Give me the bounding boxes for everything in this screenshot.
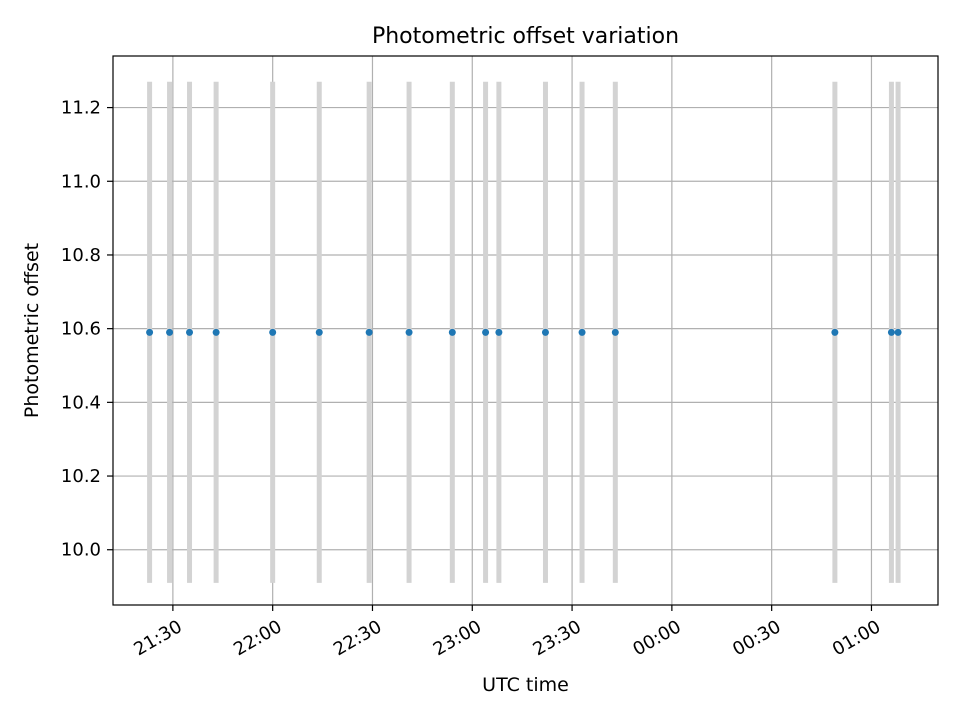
chart-title: Photometric offset variation (372, 24, 679, 49)
error-bars (147, 81, 901, 583)
data-point (887, 328, 895, 336)
data-point (315, 328, 323, 336)
data-point (166, 328, 174, 336)
plot-frame (112, 55, 939, 606)
x-tick-label: 00:00 (629, 616, 684, 660)
y-tick-label: 11.0 (61, 171, 101, 192)
data-point (405, 328, 413, 336)
y-axis-title: Photometric offset (21, 243, 43, 418)
x-tick-label: 23:30 (530, 616, 585, 660)
data-point (269, 328, 277, 336)
data-point (448, 328, 456, 336)
data-point (212, 328, 220, 336)
x-tick-label: 22:30 (330, 616, 385, 660)
data-point (365, 328, 373, 336)
data-point (482, 328, 490, 336)
y-tick-label: 10.6 (61, 319, 101, 340)
x-tick-label: 00:30 (729, 616, 784, 660)
grid-lines (113, 56, 938, 605)
y-axis-ticks: 10.0 10.2 10.4 10.6 10.8 11.0 11.2 (61, 98, 113, 561)
x-tick-label: 21:30 (130, 616, 185, 660)
y-tick-label: 10.4 (61, 392, 101, 413)
y-tick-label: 10.0 (61, 540, 101, 561)
y-tick-label: 11.2 (61, 98, 101, 119)
data-point (894, 328, 902, 336)
data-points (146, 328, 902, 336)
x-axis-ticks: 21:30 22:00 22:30 23:00 23:30 00:00 00:30 01:00 (130, 605, 884, 660)
x-tick-label: 22:00 (230, 616, 285, 660)
y-tick-label: 10.8 (61, 245, 101, 266)
x-tick-label: 01:00 (829, 616, 884, 660)
data-point (146, 328, 154, 336)
x-axis-title: UTC time (482, 674, 569, 696)
data-point (495, 328, 503, 336)
data-point (186, 328, 194, 336)
data-point (831, 328, 839, 336)
y-tick-label: 10.2 (61, 466, 101, 487)
x-tick-label: 23:00 (430, 616, 485, 660)
data-point (578, 328, 586, 336)
data-point (541, 328, 549, 336)
data-point (611, 328, 619, 336)
